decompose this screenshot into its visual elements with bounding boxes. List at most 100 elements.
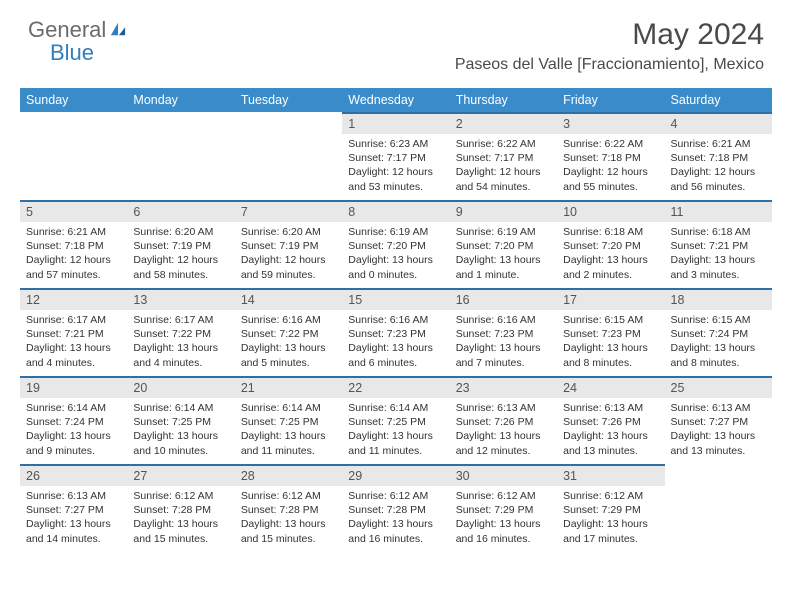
calendar-cell: 19Sunrise: 6:14 AMSunset: 7:24 PMDayligh… <box>20 376 127 464</box>
day-number: 3 <box>557 112 664 134</box>
daylight-text-1: Daylight: 13 hours <box>348 253 443 267</box>
day-info: Sunrise: 6:12 AMSunset: 7:28 PMDaylight:… <box>342 486 449 546</box>
calendar-cell: 22Sunrise: 6:14 AMSunset: 7:25 PMDayligh… <box>342 376 449 464</box>
calendar-head: SundayMondayTuesdayWednesdayThursdayFrid… <box>20 88 772 112</box>
day-info: Sunrise: 6:20 AMSunset: 7:19 PMDaylight:… <box>127 222 234 282</box>
day-info: Sunrise: 6:12 AMSunset: 7:29 PMDaylight:… <box>557 486 664 546</box>
day-number: 9 <box>450 200 557 222</box>
sunset-text: Sunset: 7:26 PM <box>563 415 658 429</box>
calendar-week-row: 26Sunrise: 6:13 AMSunset: 7:27 PMDayligh… <box>20 464 772 552</box>
daylight-text-1: Daylight: 12 hours <box>241 253 336 267</box>
sunrise-text: Sunrise: 6:15 AM <box>671 313 766 327</box>
sunset-text: Sunset: 7:19 PM <box>241 239 336 253</box>
day-number: 13 <box>127 288 234 310</box>
sunrise-text: Sunrise: 6:21 AM <box>26 225 121 239</box>
daylight-text-1: Daylight: 13 hours <box>26 517 121 531</box>
daylight-text-2: and 7 minutes. <box>456 356 551 370</box>
day-number: 8 <box>342 200 449 222</box>
sunset-text: Sunset: 7:25 PM <box>348 415 443 429</box>
sunset-text: Sunset: 7:28 PM <box>133 503 228 517</box>
calendar-cell: 24Sunrise: 6:13 AMSunset: 7:26 PMDayligh… <box>557 376 664 464</box>
day-number: 28 <box>235 464 342 486</box>
day-number: 25 <box>665 376 772 398</box>
sunset-text: Sunset: 7:29 PM <box>563 503 658 517</box>
sunset-text: Sunset: 7:28 PM <box>241 503 336 517</box>
day-info: Sunrise: 6:16 AMSunset: 7:23 PMDaylight:… <box>342 310 449 370</box>
calendar-cell: 16Sunrise: 6:16 AMSunset: 7:23 PMDayligh… <box>450 288 557 376</box>
sunrise-text: Sunrise: 6:17 AM <box>133 313 228 327</box>
day-info: Sunrise: 6:14 AMSunset: 7:25 PMDaylight:… <box>235 398 342 458</box>
calendar-cell: 15Sunrise: 6:16 AMSunset: 7:23 PMDayligh… <box>342 288 449 376</box>
day-info: Sunrise: 6:17 AMSunset: 7:22 PMDaylight:… <box>127 310 234 370</box>
day-number: 1 <box>342 112 449 134</box>
calendar-table: SundayMondayTuesdayWednesdayThursdayFrid… <box>20 88 772 552</box>
calendar-cell: 20Sunrise: 6:14 AMSunset: 7:25 PMDayligh… <box>127 376 234 464</box>
sunrise-text: Sunrise: 6:20 AM <box>241 225 336 239</box>
day-info: Sunrise: 6:15 AMSunset: 7:24 PMDaylight:… <box>665 310 772 370</box>
day-number: 7 <box>235 200 342 222</box>
daylight-text-2: and 11 minutes. <box>348 444 443 458</box>
sunrise-text: Sunrise: 6:14 AM <box>26 401 121 415</box>
sunrise-text: Sunrise: 6:13 AM <box>456 401 551 415</box>
day-info: Sunrise: 6:14 AMSunset: 7:25 PMDaylight:… <box>342 398 449 458</box>
sunrise-text: Sunrise: 6:18 AM <box>563 225 658 239</box>
sunrise-text: Sunrise: 6:16 AM <box>348 313 443 327</box>
daylight-text-1: Daylight: 12 hours <box>456 165 551 179</box>
calendar-cell: 8Sunrise: 6:19 AMSunset: 7:20 PMDaylight… <box>342 200 449 288</box>
daylight-text-1: Daylight: 13 hours <box>348 429 443 443</box>
sunset-text: Sunset: 7:22 PM <box>133 327 228 341</box>
day-info: Sunrise: 6:22 AMSunset: 7:18 PMDaylight:… <box>557 134 664 194</box>
day-number: 29 <box>342 464 449 486</box>
sunset-text: Sunset: 7:22 PM <box>241 327 336 341</box>
day-number: 21 <box>235 376 342 398</box>
daylight-text-1: Daylight: 13 hours <box>563 341 658 355</box>
day-info: Sunrise: 6:21 AMSunset: 7:18 PMDaylight:… <box>20 222 127 282</box>
day-number: 27 <box>127 464 234 486</box>
day-number: 6 <box>127 200 234 222</box>
daylight-text-2: and 8 minutes. <box>563 356 658 370</box>
day-number: 24 <box>557 376 664 398</box>
daylight-text-2: and 11 minutes. <box>241 444 336 458</box>
sunset-text: Sunset: 7:23 PM <box>563 327 658 341</box>
sunset-text: Sunset: 7:28 PM <box>348 503 443 517</box>
daylight-text-1: Daylight: 13 hours <box>456 517 551 531</box>
day-header: Tuesday <box>235 88 342 112</box>
daylight-text-2: and 58 minutes. <box>133 268 228 282</box>
day-info: Sunrise: 6:14 AMSunset: 7:25 PMDaylight:… <box>127 398 234 458</box>
calendar-week-row: 1Sunrise: 6:23 AMSunset: 7:17 PMDaylight… <box>20 112 772 200</box>
daylight-text-2: and 9 minutes. <box>26 444 121 458</box>
day-info: Sunrise: 6:17 AMSunset: 7:21 PMDaylight:… <box>20 310 127 370</box>
sunset-text: Sunset: 7:24 PM <box>26 415 121 429</box>
day-header: Friday <box>557 88 664 112</box>
sunrise-text: Sunrise: 6:21 AM <box>671 137 766 151</box>
day-info: Sunrise: 6:12 AMSunset: 7:28 PMDaylight:… <box>127 486 234 546</box>
day-number: 17 <box>557 288 664 310</box>
calendar-cell: 29Sunrise: 6:12 AMSunset: 7:28 PMDayligh… <box>342 464 449 552</box>
day-header: Wednesday <box>342 88 449 112</box>
sunrise-text: Sunrise: 6:20 AM <box>133 225 228 239</box>
day-info: Sunrise: 6:13 AMSunset: 7:26 PMDaylight:… <box>450 398 557 458</box>
daylight-text-2: and 12 minutes. <box>456 444 551 458</box>
daylight-text-1: Daylight: 13 hours <box>563 429 658 443</box>
day-info: Sunrise: 6:14 AMSunset: 7:24 PMDaylight:… <box>20 398 127 458</box>
sunset-text: Sunset: 7:18 PM <box>26 239 121 253</box>
daylight-text-2: and 55 minutes. <box>563 180 658 194</box>
sunrise-text: Sunrise: 6:22 AM <box>456 137 551 151</box>
day-number: 22 <box>342 376 449 398</box>
sunrise-text: Sunrise: 6:15 AM <box>563 313 658 327</box>
sunrise-text: Sunrise: 6:22 AM <box>563 137 658 151</box>
calendar-cell: 6Sunrise: 6:20 AMSunset: 7:19 PMDaylight… <box>127 200 234 288</box>
day-number: 14 <box>235 288 342 310</box>
day-number: 12 <box>20 288 127 310</box>
calendar-week-row: 19Sunrise: 6:14 AMSunset: 7:24 PMDayligh… <box>20 376 772 464</box>
calendar-cell: 31Sunrise: 6:12 AMSunset: 7:29 PMDayligh… <box>557 464 664 552</box>
daylight-text-1: Daylight: 13 hours <box>241 341 336 355</box>
calendar-cell: 14Sunrise: 6:16 AMSunset: 7:22 PMDayligh… <box>235 288 342 376</box>
sunrise-text: Sunrise: 6:12 AM <box>241 489 336 503</box>
daylight-text-1: Daylight: 13 hours <box>241 429 336 443</box>
calendar-cell: 1Sunrise: 6:23 AMSunset: 7:17 PMDaylight… <box>342 112 449 200</box>
calendar-cell: 3Sunrise: 6:22 AMSunset: 7:18 PMDaylight… <box>557 112 664 200</box>
daylight-text-1: Daylight: 13 hours <box>456 429 551 443</box>
calendar-cell: 28Sunrise: 6:12 AMSunset: 7:28 PMDayligh… <box>235 464 342 552</box>
sunset-text: Sunset: 7:27 PM <box>671 415 766 429</box>
